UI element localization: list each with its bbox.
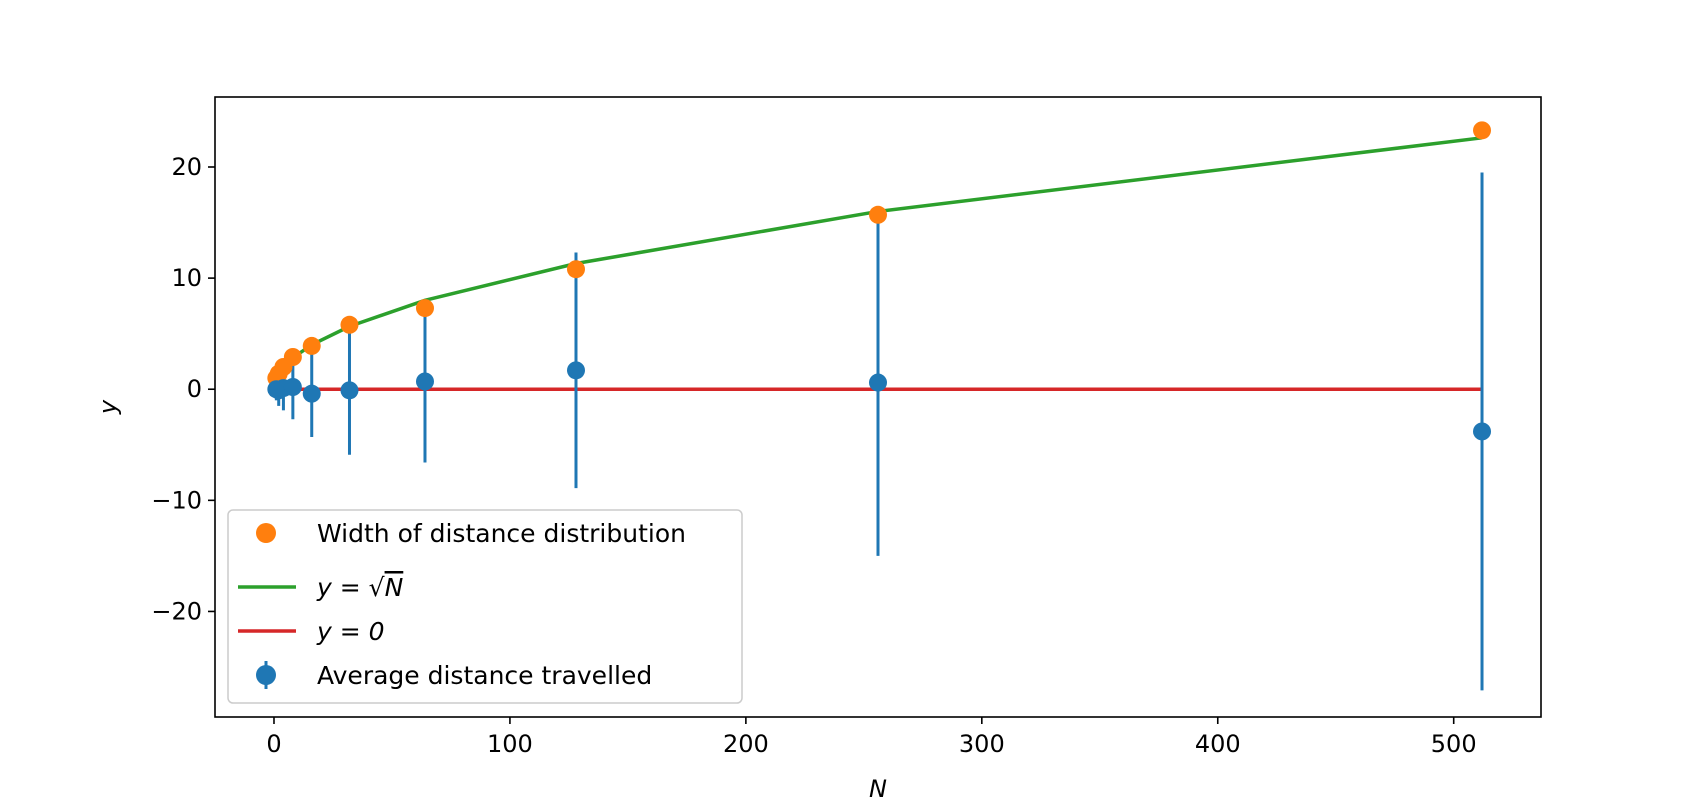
average-point [415,372,434,391]
y-axis: −20 −10 0 10 20 [151,153,215,625]
y-axis-label: y [94,399,122,415]
average-point [566,361,585,380]
y-tick-label: 0 [187,375,202,403]
y-tick-label: −10 [151,486,202,514]
width-point [340,315,359,334]
x-axis-label: N [869,775,887,800]
average-point [1473,422,1492,441]
legend-label-width: Width of distance distribution [317,519,686,548]
axes-frame [214,96,1542,718]
width-point [566,260,585,279]
x-tick-label: 100 [487,730,533,758]
width-point [283,348,302,366]
x-axis: 0 100 200 300 400 500 [266,717,1477,758]
legend: Width of distance distribution y = √N y … [227,509,743,704]
plot-area [267,121,1492,691]
width-point [302,336,321,355]
legend-box [227,509,743,704]
width-point [415,299,434,318]
y-tick-label: 10 [171,264,202,292]
x-tick-label: 300 [959,730,1005,758]
legend-label-zero: y = 0 [316,617,385,646]
x-tick-label: 200 [723,730,769,758]
legend-label-sqrt-prefix: y = √ [316,573,385,602]
y-tick-label: 20 [171,153,202,181]
x-tick-label: 500 [1431,730,1477,758]
legend-swatch-average [256,665,276,685]
width-point [1473,121,1492,140]
average-point [869,373,887,392]
x-tick-label: 0 [266,730,281,758]
average-point [283,378,302,396]
legend-swatch-width [256,523,276,543]
average-point [302,384,321,403]
x-tick-label: 400 [1195,730,1241,758]
legend-label-sqrt: y = √N [316,573,404,602]
y-tick-label: −20 [151,597,202,625]
legend-label-average: Average distance travelled [317,661,652,690]
width-point [869,205,887,224]
legend-label-sqrt-var: N [385,573,404,602]
average-point [340,381,359,400]
